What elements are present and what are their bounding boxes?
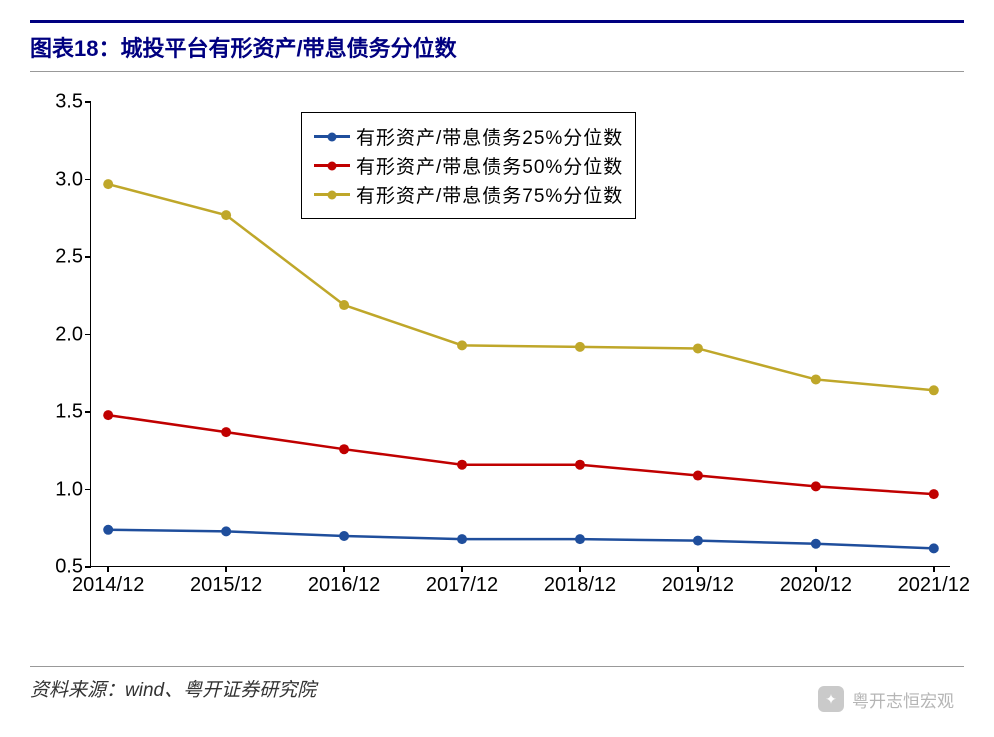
- legend-marker: [328, 190, 337, 199]
- y-tick-mark: [85, 334, 91, 336]
- series-marker-p75: [929, 385, 939, 395]
- series-marker-p50: [221, 427, 231, 437]
- series-line-p50: [108, 415, 934, 494]
- x-tick-label: 2021/12: [898, 574, 970, 597]
- legend-label: 有形资产/带息债务50%分位数: [356, 152, 623, 179]
- x-tick-mark: [343, 566, 345, 572]
- legend: 有形资产/带息债务25%分位数有形资产/带息债务50%分位数有形资产/带息债务7…: [301, 112, 636, 219]
- source-text: 资料来源：wind、粤开证券研究院: [30, 675, 316, 702]
- x-tick-label: 2017/12: [426, 574, 498, 597]
- y-tick-mark: [85, 179, 91, 181]
- legend-marker: [328, 132, 337, 141]
- legend-item: 有形资产/带息债务25%分位数: [314, 123, 623, 150]
- x-tick-mark: [579, 566, 581, 572]
- y-tick-mark: [85, 256, 91, 258]
- x-tick-mark: [933, 566, 935, 572]
- legend-item: 有形资产/带息债务75%分位数: [314, 181, 623, 208]
- y-tick-mark: [85, 566, 91, 568]
- x-tick-label: 2018/12: [544, 574, 616, 597]
- y-tick-label: 2.0: [55, 323, 83, 346]
- watermark-text: 粤开志恒宏观: [852, 687, 954, 712]
- y-tick-mark: [85, 489, 91, 491]
- x-tick-mark: [815, 566, 817, 572]
- x-tick-mark: [697, 566, 699, 572]
- x-tick-mark: [461, 566, 463, 572]
- series-marker-p50: [811, 481, 821, 491]
- y-tick-label: 1.5: [55, 401, 83, 424]
- series-marker-p75: [457, 340, 467, 350]
- series-marker-p50: [575, 460, 585, 470]
- series-marker-p25: [339, 531, 349, 541]
- y-tick-mark: [85, 411, 91, 413]
- series-marker-p75: [103, 179, 113, 189]
- series-marker-p75: [693, 343, 703, 353]
- series-marker-p25: [929, 543, 939, 553]
- legend-label: 有形资产/带息债务25%分位数: [356, 123, 623, 150]
- watermark: ✦ 粤开志恒宏观: [818, 686, 954, 712]
- series-marker-p25: [457, 534, 467, 544]
- footer-divider: [30, 666, 964, 667]
- series-marker-p75: [339, 300, 349, 310]
- series-marker-p50: [929, 489, 939, 499]
- x-tick-label: 2015/12: [190, 574, 262, 597]
- x-tick-mark: [225, 566, 227, 572]
- legend-swatch: [314, 164, 350, 167]
- chart-title: 图表18：城投平台有形资产/带息债务分位数: [30, 31, 964, 63]
- series-marker-p25: [575, 534, 585, 544]
- legend-label: 有形资产/带息债务75%分位数: [356, 181, 623, 208]
- x-tick-label: 2014/12: [72, 574, 144, 597]
- legend-marker: [328, 161, 337, 170]
- series-marker-p75: [811, 374, 821, 384]
- series-line-p25: [108, 530, 934, 549]
- series-marker-p25: [693, 536, 703, 546]
- legend-item: 有形资产/带息债务50%分位数: [314, 152, 623, 179]
- series-marker-p25: [103, 525, 113, 535]
- series-marker-p50: [103, 410, 113, 420]
- series-marker-p50: [693, 471, 703, 481]
- x-tick-label: 2019/12: [662, 574, 734, 597]
- plot-area: 有形资产/带息债务25%分位数有形资产/带息债务50%分位数有形资产/带息债务7…: [90, 102, 950, 567]
- x-tick-label: 2020/12: [780, 574, 852, 597]
- series-marker-p50: [457, 460, 467, 470]
- x-tick-mark: [107, 566, 109, 572]
- x-tick-label: 2016/12: [308, 574, 380, 597]
- y-tick-label: 3.5: [55, 91, 83, 114]
- series-marker-p75: [221, 210, 231, 220]
- title-bar: 图表18：城投平台有形资产/带息债务分位数: [30, 20, 964, 72]
- series-marker-p50: [339, 444, 349, 454]
- y-tick-label: 3.0: [55, 168, 83, 191]
- legend-swatch: [314, 193, 350, 196]
- series-marker-p25: [811, 539, 821, 549]
- y-tick-label: 1.0: [55, 478, 83, 501]
- legend-swatch: [314, 135, 350, 138]
- series-marker-p75: [575, 342, 585, 352]
- series-marker-p25: [221, 526, 231, 536]
- y-tick-label: 2.5: [55, 246, 83, 269]
- wechat-icon: ✦: [818, 686, 844, 712]
- chart-area: 有形资产/带息债务25%分位数有形资产/带息债务50%分位数有形资产/带息债务7…: [40, 92, 960, 622]
- chart-container: 图表18：城投平台有形资产/带息债务分位数 有形资产/带息债务25%分位数有形资…: [0, 0, 994, 737]
- y-tick-mark: [85, 101, 91, 103]
